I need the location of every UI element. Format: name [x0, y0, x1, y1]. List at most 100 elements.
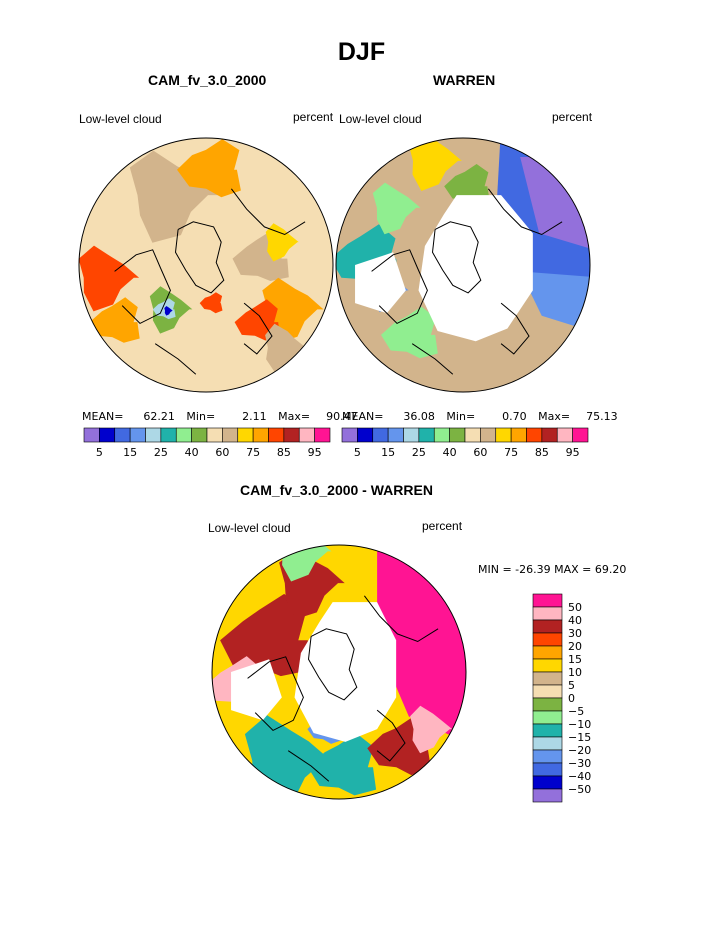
panel2-colorbar-bin	[495, 427, 512, 443]
panel2-colorbar-tick-label: 25	[412, 446, 426, 459]
panel1-coastline-0	[174, 221, 225, 294]
panel3-colorbar-tick-label: −5	[568, 705, 584, 718]
panel1-patch-10	[265, 223, 299, 262]
panel1-colorbar: 5 15 25 40 60 75 85 95	[83, 427, 331, 459]
panel1-colorbar-bin	[191, 427, 208, 443]
panel1-colorbar-bin	[114, 427, 131, 443]
panel1-max-value: 90.47	[326, 410, 358, 423]
panel2-colorbar-bin	[464, 427, 481, 443]
panel2-colorbar-tick-label: 60	[473, 446, 487, 459]
panel1-stats: MEAN= 62.21 Min= 2.11 Max= 90.47	[82, 410, 358, 423]
panel3-colorbar-bin	[532, 606, 563, 621]
panel2-patch-7	[444, 164, 490, 206]
panel2-colorbar-bin	[357, 427, 374, 443]
panel1-colorbar-tick-label: 5	[96, 446, 103, 459]
panel2-colorbar-tick-label: 95	[566, 446, 580, 459]
panel2-missing-1	[355, 252, 406, 314]
panel1-colorbar-bin	[237, 427, 254, 443]
panel1-colorbar-tick-label: 75	[246, 446, 260, 459]
panel2-colorbar-bin	[449, 427, 466, 443]
panel1-patch-9	[177, 139, 241, 198]
panel3-colorbar-tick-label: −10	[568, 718, 591, 731]
panel2-patch-4	[372, 182, 421, 235]
panel2-coastline-3	[500, 302, 530, 355]
panel3-colorbar-bin	[532, 775, 563, 790]
panel1-colorbar-bin	[298, 427, 315, 443]
panel3-patch-8	[410, 705, 453, 754]
panel1-colorbar-bin	[129, 427, 146, 443]
panel3-map	[211, 544, 467, 800]
panel2-patch-6	[408, 138, 462, 191]
panel3-colorbar-tick-label: 30	[568, 627, 582, 640]
panel3-colorbar-bin	[532, 723, 563, 738]
panel2-colorbar-bin	[433, 427, 450, 443]
panel1-colorbar-tick-label: 60	[215, 446, 229, 459]
panel1-mean-label: MEAN=	[82, 410, 124, 423]
panel2-mean-value: 36.08	[403, 410, 435, 423]
panel1-colorbar-bin	[83, 427, 100, 443]
panel1-max-label: Max=	[278, 410, 311, 423]
panel1-outline	[78, 137, 334, 393]
panel3-colorbar-bin	[532, 632, 563, 647]
figure-title: DJF	[337, 38, 386, 66]
panel1-min-label: Min=	[186, 410, 216, 423]
panel3-colorbar-tick-label: 10	[568, 666, 582, 679]
panel3-outline	[211, 544, 467, 800]
panel1-patch-11	[199, 292, 223, 314]
panel3-units-label: percent	[422, 519, 463, 533]
panel3-colorbar-bin	[532, 697, 563, 712]
panel1-patch-0	[129, 150, 219, 243]
panel3-colorbar-tick-label: −20	[568, 744, 591, 757]
panel1-colorbar-bin	[145, 427, 162, 443]
panel3-colorbar-bin	[532, 658, 563, 673]
panel3-colorbar-bin	[532, 710, 563, 725]
panel1-coastline-4	[154, 343, 197, 375]
panel3-colorbar-bin	[532, 671, 563, 686]
panel2-units-label: percent	[552, 110, 593, 124]
panel2-min-label: Min=	[446, 410, 476, 423]
panel2-colorbar-bin	[387, 427, 404, 443]
panel1-colorbar-tick-label: 15	[123, 446, 137, 459]
panel2-colorbar-bin	[541, 427, 558, 443]
panel3-coastline-3	[376, 709, 406, 762]
panel2-colorbar-bin	[572, 427, 589, 443]
panel2-colorbar-bin	[341, 427, 358, 443]
panel3-coastline-2	[363, 595, 439, 643]
panel3-colorbar-bin	[532, 593, 563, 608]
panel2-colorbar-bin	[418, 427, 435, 443]
panel2-colorbar-tick-label: 5	[354, 446, 361, 459]
panel3-colorbar-bin	[532, 749, 563, 764]
panel1-min-value: 2.11	[242, 410, 267, 423]
panel2-coastline-0	[431, 221, 482, 294]
panel3-stats: MIN = -26.39 MAX = 69.20	[478, 563, 627, 576]
panel1-colorbar-bin	[206, 427, 223, 443]
panel2-min-value: 0.70	[502, 410, 527, 423]
panel3-colorbar-tick-label: 20	[568, 640, 582, 653]
panel3-colorbar-tick-label: −15	[568, 731, 591, 744]
panel3-colorbar-tick-label: −30	[568, 757, 591, 770]
panel3-colorbar-tick-label: −40	[568, 770, 591, 783]
panel3-colorbar-tick-label: 50	[568, 601, 582, 614]
panel2-max-label: Max=	[538, 410, 571, 423]
panel2-patch-5	[381, 306, 438, 359]
panel2-colorbar-bin	[403, 427, 420, 443]
panel1-patch-8	[164, 306, 173, 316]
panel1-colorbar-bin	[314, 427, 331, 443]
panel1-colorbar-bin	[252, 427, 269, 443]
panel3-colorbar-bin	[532, 736, 563, 751]
panel3-colorbar-bin	[532, 684, 563, 699]
panel3-colorbar-bin	[532, 645, 563, 660]
panel2-colorbar-bin	[510, 427, 527, 443]
panel2-colorbar-bin	[480, 427, 497, 443]
panel2-colorbar-tick-label: 15	[381, 446, 395, 459]
panel2-coastline-2	[487, 188, 563, 236]
panel1-colorbar-tick-label: 95	[308, 446, 322, 459]
panel2-mean-label: MEAN=	[342, 410, 384, 423]
panel3-missing-0	[294, 602, 397, 742]
panel3-patch-6	[278, 545, 332, 582]
panel1-colorbar-bin	[175, 427, 192, 443]
panel1-mean-value: 62.21	[143, 410, 175, 423]
panel2-colorbar-tick-label: 40	[443, 446, 457, 459]
panel3-patch-5	[307, 733, 377, 796]
